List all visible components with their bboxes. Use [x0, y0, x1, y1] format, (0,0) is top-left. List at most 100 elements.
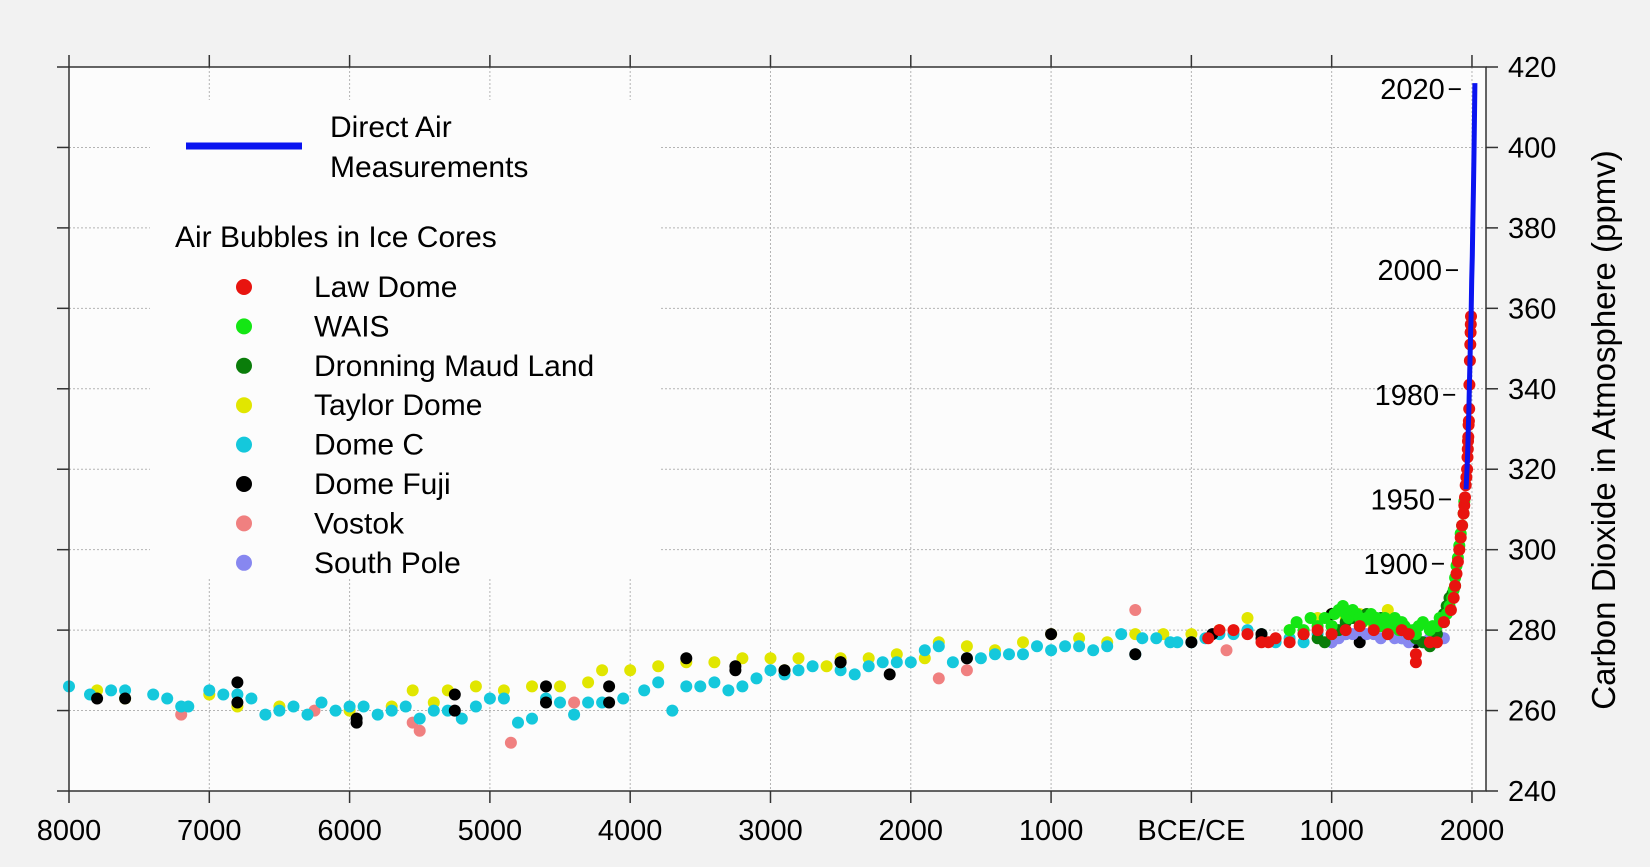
- data-point-dome-fuji: [231, 676, 244, 689]
- data-point-dome-c: [862, 660, 875, 673]
- data-point-dome-fuji: [778, 664, 791, 677]
- data-point-dome-fuji: [883, 668, 896, 681]
- data-point-dome-c: [259, 708, 272, 721]
- data-point-dome-c: [638, 684, 651, 697]
- data-point-law-dome: [1367, 624, 1380, 637]
- data-point-dome-c: [989, 648, 1001, 661]
- data-point-dome-c: [301, 708, 314, 721]
- data-point-law-dome: [1450, 567, 1463, 580]
- x-tick-label: 1000: [1299, 815, 1364, 847]
- data-point-dome-fuji: [1129, 648, 1142, 661]
- data-point-dome-c: [750, 672, 763, 685]
- data-point-dome-fuji: [729, 664, 742, 677]
- data-point-dome-c: [1101, 640, 1114, 653]
- x-tick-label: 2000: [1440, 815, 1505, 847]
- data-point-vostok: [960, 664, 973, 677]
- data-point-dome-c: [427, 704, 440, 717]
- data-point-dome-fuji: [1045, 628, 1058, 641]
- data-point-vostok: [568, 696, 581, 709]
- y-axis-label: Carbon Dioxide in Atmosphere (ppmv): [1585, 150, 1622, 709]
- data-point-taylor-dome: [820, 660, 833, 673]
- data-point-dome-c: [1045, 644, 1058, 657]
- data-point-dome-c: [1017, 648, 1029, 661]
- y-tick-label: 420: [1508, 52, 1556, 84]
- x-tick-label: 8000: [37, 815, 102, 847]
- data-point-dome-fuji: [603, 696, 616, 709]
- data-point-law-dome: [1227, 624, 1240, 637]
- data-point-dome-fuji: [1185, 636, 1198, 649]
- data-point-dome-c: [105, 684, 118, 697]
- data-point-wais: [1304, 612, 1317, 624]
- data-point-dome-c: [890, 656, 903, 669]
- data-point-taylor-dome: [624, 664, 637, 677]
- data-point-dome-c: [469, 700, 482, 713]
- legend-marker-dome-fuji: [236, 476, 252, 492]
- data-point-law-dome: [1283, 636, 1296, 649]
- legend-marker-dronning-maud-land: [236, 357, 252, 374]
- data-point-dome-c: [946, 656, 959, 669]
- legend-label-taylor-dome: Taylor Dome: [314, 389, 482, 422]
- data-point-taylor-dome: [582, 676, 595, 689]
- x-tick-label: 7000: [177, 815, 242, 847]
- data-point-wais: [1290, 616, 1303, 629]
- y-tick-label: 380: [1508, 213, 1556, 245]
- series-line-direct-air-measurements: [1463, 83, 1478, 490]
- data-point-vostok: [413, 724, 426, 737]
- data-point-dome-fuji: [1353, 636, 1366, 649]
- data-point-dome-c: [1031, 640, 1043, 653]
- y-tick-label: 320: [1508, 454, 1556, 486]
- data-point-law-dome: [1447, 591, 1460, 604]
- data-point-dome-fuji: [540, 680, 552, 693]
- year-annotation-label: 1980: [1375, 380, 1440, 412]
- plot-frame: [68, 66, 1487, 792]
- data-point-dome-c: [722, 684, 735, 697]
- data-point-dome-c: [848, 668, 861, 681]
- data-point-dome-c: [617, 692, 630, 705]
- data-point-dome-c: [526, 712, 538, 725]
- year-annotation-label: 2000: [1377, 255, 1442, 287]
- x-tick-label: 6000: [317, 815, 382, 847]
- data-point-dome-c: [483, 692, 496, 705]
- legend-line-label-1: Direct Air: [330, 111, 452, 144]
- data-point-law-dome: [1444, 604, 1457, 616]
- legend-label-dome-c: Dome C: [314, 429, 424, 462]
- data-point-law-dome: [1311, 624, 1324, 637]
- data-point-law-dome: [1339, 624, 1352, 637]
- data-point-taylor-dome: [736, 652, 749, 665]
- y-tick-label: 240: [1508, 776, 1556, 808]
- data-point-dome-c: [245, 692, 258, 705]
- y-tick-label: 300: [1508, 535, 1556, 567]
- legend-label-vostok: Vostok: [314, 507, 405, 540]
- y-tick-label: 360: [1508, 293, 1556, 325]
- data-point-dome-fuji: [448, 688, 461, 701]
- series-dome-fuji: [91, 608, 1422, 729]
- data-point-taylor-dome: [708, 656, 721, 669]
- axis-ticks: [57, 55, 1498, 803]
- data-point-wais: [1283, 624, 1296, 637]
- data-point-wais: [1318, 612, 1331, 624]
- legend-marker-wais: [236, 318, 252, 335]
- data-point-dome-c: [876, 656, 889, 669]
- data-point-dome-fuji: [231, 696, 244, 709]
- legend-marker-dome-c: [236, 436, 252, 453]
- x-tick-label: 1000: [1019, 815, 1084, 847]
- data-point-law-dome: [1449, 579, 1462, 592]
- data-point-dome-c: [708, 676, 721, 689]
- data-point-law-dome: [1353, 620, 1366, 633]
- data-point-dome-c: [582, 696, 595, 709]
- data-point-vostok: [1220, 644, 1233, 657]
- year-annotation-label: 2020: [1380, 74, 1445, 106]
- y-tick-label: 280: [1508, 615, 1556, 647]
- data-point-taylor-dome: [764, 652, 777, 665]
- data-point-dome-fuji: [603, 680, 616, 693]
- data-point-vostok: [932, 672, 945, 685]
- data-point-taylor-dome: [469, 680, 482, 693]
- data-point-dome-c: [455, 712, 468, 725]
- data-point-dome-fuji: [119, 692, 132, 705]
- y-tick-label: 260: [1508, 696, 1556, 728]
- data-point-taylor-dome: [652, 660, 665, 673]
- data-point-law-dome: [1213, 624, 1226, 637]
- data-point-dome-c: [371, 708, 384, 721]
- data-point-dome-c: [343, 700, 356, 713]
- x-tick-labels: 8000 7000 6000 5000 4000 3000 2000 1000 BCE/CE 10…: [37, 815, 1504, 847]
